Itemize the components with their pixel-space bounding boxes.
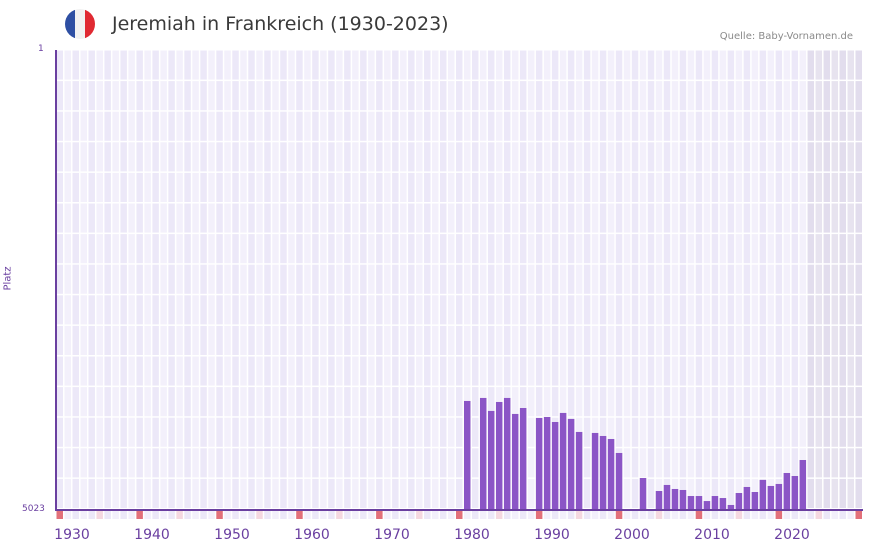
bar-2009 (703, 501, 711, 509)
bar-1979 (463, 400, 471, 509)
flag-red (85, 9, 95, 39)
bar-2021 (799, 460, 807, 509)
bar-2013 (735, 493, 743, 509)
bar-2008 (695, 496, 703, 509)
bar-2001 (639, 478, 647, 509)
bar-1993 (575, 431, 583, 509)
x-tick-1950: 1950 (214, 527, 250, 543)
y-tick-top: 1 (38, 44, 44, 54)
france-flag-icon (65, 9, 95, 39)
flag-blue (65, 9, 75, 39)
bar-1983 (495, 401, 503, 509)
x-tick-1940: 1940 (134, 527, 170, 543)
bar-2010 (711, 496, 719, 509)
y-axis-title: Platz (2, 266, 14, 291)
bar-1989 (543, 416, 551, 509)
bar-1986 (519, 408, 527, 509)
bar-2017 (767, 485, 775, 509)
bar-1984 (503, 397, 511, 509)
x-tick-2010: 2010 (694, 527, 730, 543)
year-markers (56, 511, 862, 519)
bar-2016 (759, 479, 767, 509)
bar-2006 (679, 489, 687, 509)
bar-2020 (791, 476, 799, 509)
y-tick-bottom: 5023 (22, 504, 45, 514)
bar-2019 (783, 472, 791, 509)
bar-2018 (775, 483, 783, 509)
bar-2012 (727, 504, 735, 509)
plot-area (56, 50, 862, 509)
y-axis-line (55, 50, 57, 510)
bar-2007 (687, 496, 695, 509)
bar-2015 (751, 492, 759, 509)
bar-1992 (567, 418, 575, 509)
bar-1991 (559, 412, 567, 509)
bar-1997 (607, 438, 615, 509)
bar-1981 (479, 397, 487, 509)
bar-1988 (535, 417, 543, 509)
bar-1996 (599, 435, 607, 509)
x-tick-2000: 2000 (614, 527, 650, 543)
x-tick-1980: 1980 (454, 527, 490, 543)
flag-white (75, 9, 85, 39)
bar-2004 (663, 484, 671, 509)
bar-1995 (591, 432, 599, 509)
source-label: Quelle: Baby-Vornamen.de (719, 31, 853, 42)
x-tick-2020: 2020 (774, 527, 810, 543)
bar-1982 (487, 410, 495, 509)
x-tick-1930: 1930 (54, 527, 90, 543)
bar-2005 (671, 488, 679, 509)
bar-2014 (743, 486, 751, 509)
bar-1985 (511, 413, 519, 509)
bar-1998 (615, 452, 623, 509)
x-axis-line (55, 509, 863, 511)
x-tick-1990: 1990 (534, 527, 570, 543)
bar-2011 (719, 498, 727, 509)
bar-1990 (551, 421, 559, 509)
chart-title: Jeremiah in Frankreich (1930-2023) (112, 13, 449, 35)
bar-2003 (655, 490, 663, 509)
x-tick-1960: 1960 (294, 527, 330, 543)
x-tick-1970: 1970 (374, 527, 410, 543)
